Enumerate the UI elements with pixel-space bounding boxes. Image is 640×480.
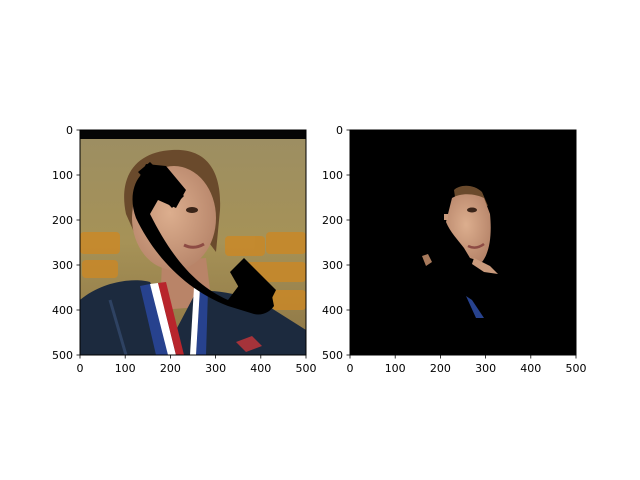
right-axes-frame <box>349 129 577 356</box>
right-x-tick-label: 200 <box>430 362 451 375</box>
jacket-emblem <box>236 336 262 352</box>
right-x-tick-label: 0 <box>347 362 354 375</box>
right-x-tick-label: 500 <box>566 362 587 375</box>
left-image <box>80 130 306 355</box>
left-panel: 0 100 200 300 400 500 0 100 200 300 400 500 <box>52 124 317 375</box>
telephone-earpiece <box>138 162 184 208</box>
left-y-tick-label: 100 <box>52 169 73 182</box>
mouth <box>183 242 205 249</box>
left-x-tick-label: 400 <box>250 362 271 375</box>
right-y-tick-label: 500 <box>322 349 343 362</box>
mask-eye <box>467 207 477 213</box>
right-panel: 0 100 200 300 400 500 0 100 200 300 400 500 <box>322 124 587 375</box>
right-y-tick-label: 400 <box>322 304 343 317</box>
mask-ribbon-patch <box>466 296 484 318</box>
left-x-tick-label: 300 <box>205 362 226 375</box>
jacket-zipper <box>108 299 128 355</box>
mask-face <box>446 194 491 262</box>
medal-ribbon <box>140 282 208 355</box>
top-black-bar <box>80 130 306 139</box>
mask-chin-patch <box>472 258 498 274</box>
left-y-tick-label: 300 <box>52 259 73 272</box>
left-x-tick-label: 100 <box>115 362 136 375</box>
right-y-ticks: 0 100 200 300 400 500 <box>322 124 350 362</box>
left-y-tick-label: 400 <box>52 304 73 317</box>
right-x-ticks: 0 100 200 300 400 500 <box>347 355 587 375</box>
right-y-tick-label: 300 <box>322 259 343 272</box>
left-y-tick-label: 0 <box>66 124 73 137</box>
left-y-tick-label: 200 <box>52 214 73 227</box>
right-x-tick-label: 100 <box>385 362 406 375</box>
mask-ear-patch <box>422 254 432 266</box>
mask-mouth <box>467 242 485 249</box>
right-y-tick-label: 200 <box>322 214 343 227</box>
right-y-tick-label: 100 <box>322 169 343 182</box>
left-axes-frame <box>79 129 307 356</box>
left-x-tick-label: 0 <box>77 362 84 375</box>
right-y-tick-label: 0 <box>336 124 343 137</box>
mask-spot <box>444 214 448 220</box>
right-eye <box>186 207 198 213</box>
left-x-tick-label: 200 <box>160 362 181 375</box>
left-x-ticks: 0 100 200 300 400 500 <box>77 355 317 375</box>
right-x-tick-label: 300 <box>475 362 496 375</box>
right-x-tick-label: 400 <box>520 362 541 375</box>
left-y-ticks: 0 100 200 300 400 500 <box>52 124 80 362</box>
left-y-tick-label: 500 <box>52 349 73 362</box>
right-image <box>350 130 576 355</box>
orange-seats <box>80 232 306 310</box>
left-x-tick-label: 500 <box>296 362 317 375</box>
telephone-mouthpiece <box>230 258 276 306</box>
